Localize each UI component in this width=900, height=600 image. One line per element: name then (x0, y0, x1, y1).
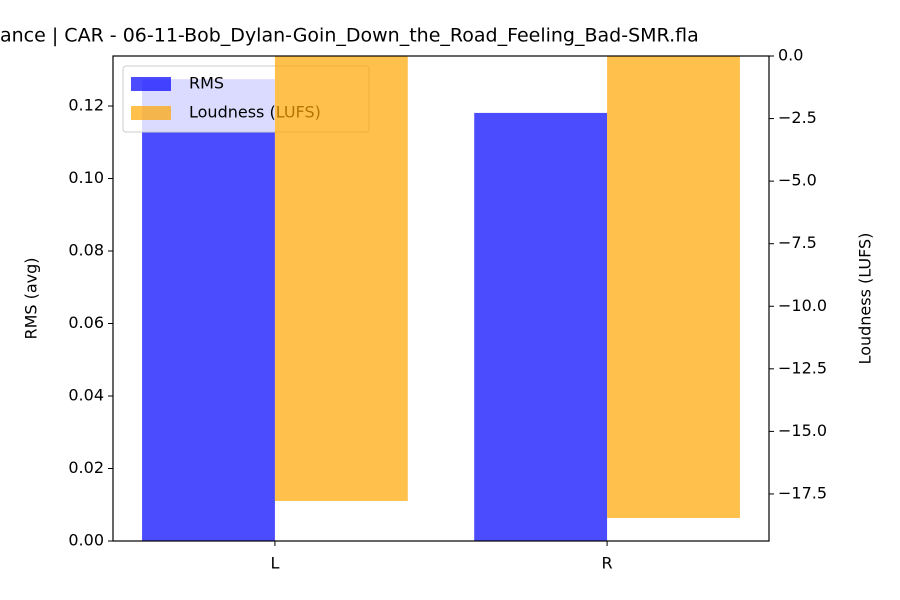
plot-frame (112, 55, 770, 542)
y-tick-label: 0.10 (68, 168, 104, 187)
y-tick-label: 0.00 (68, 531, 104, 550)
y-tick-label: 0.04 (68, 386, 104, 405)
legend-label: RMS (189, 74, 224, 93)
bar (142, 79, 275, 542)
bar (474, 112, 608, 541)
y2-tick-label: −17.5 (778, 483, 827, 502)
x-tick-label: L (270, 554, 279, 573)
y2-tick-label: 0.0 (778, 46, 803, 65)
y2-tick-label: −5.0 (778, 171, 817, 190)
x-tick-label: R (602, 554, 613, 573)
y2-tick-label: −15.0 (778, 421, 827, 440)
y-tick-label: 0.06 (68, 313, 104, 332)
chart-title: ance | CAR - 06-11-Bob_Dylan-Goin_Down_t… (0, 25, 699, 47)
y-axis-label: RMS (avg) (22, 257, 41, 339)
y2-tick-label: −2.5 (778, 108, 817, 127)
y2-tick-label: −10.0 (778, 296, 827, 315)
legend-swatch (131, 106, 171, 120)
y-tick-label: 0.02 (68, 458, 104, 477)
bar (274, 56, 408, 501)
y-tick-label: 0.08 (68, 241, 104, 260)
bar (607, 56, 740, 518)
y2-tick-label: −7.5 (778, 233, 817, 252)
y-tick-label: 0.12 (68, 96, 104, 115)
legend-swatch (131, 77, 171, 91)
y2-axis-label: Loudness (LUFS) (856, 233, 875, 365)
y2-tick-label: −12.5 (778, 358, 827, 377)
